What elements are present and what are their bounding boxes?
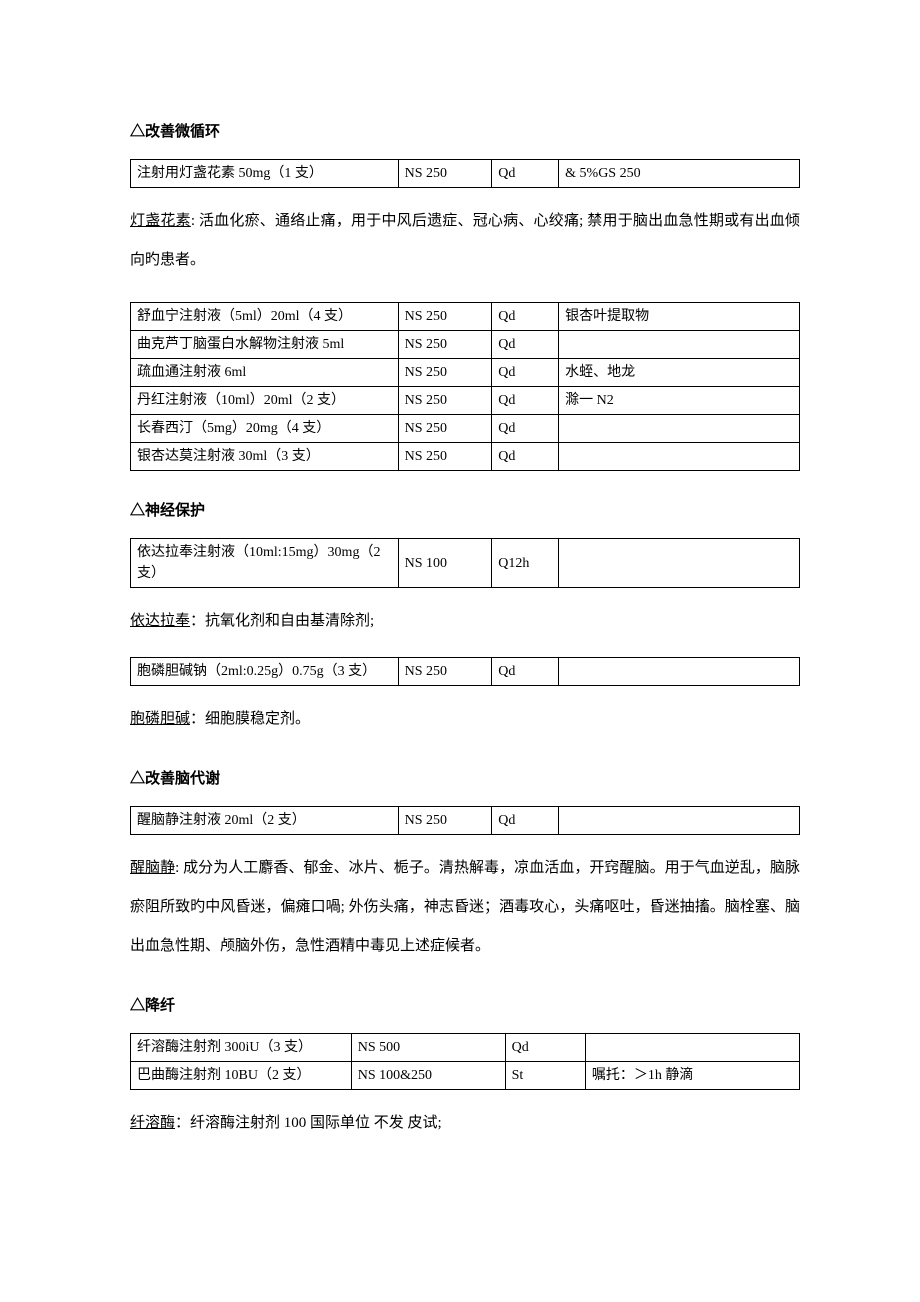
note-lead: 醒脑静 bbox=[130, 860, 175, 876]
table-row: 醒脑静注射液 20ml（2 支） NS 250 Qd bbox=[131, 807, 800, 835]
cell: NS 100&250 bbox=[351, 1062, 505, 1090]
cell: 嘱托：＞1h 静滴 bbox=[585, 1062, 799, 1090]
table-circulation-2: 舒血宁注射液（5ml）20ml（4 支） NS 250 Qd 银杏叶提取物 曲克… bbox=[130, 302, 800, 471]
document-page: △改善微循环 注射用灯盏花素 50mg（1 支） NS 250 Qd & 5%G… bbox=[0, 0, 920, 1219]
cell: Qd bbox=[492, 303, 559, 331]
table-row: 注射用灯盏花素 50mg（1 支） NS 250 Qd & 5%GS 250 bbox=[131, 160, 800, 188]
cell: 纤溶酶注射剂 300iU（3 支） bbox=[131, 1034, 352, 1062]
cell: 注射用灯盏花素 50mg（1 支） bbox=[131, 160, 399, 188]
table-row: 长春西汀（5mg）20mg（4 支） NS 250 Qd bbox=[131, 415, 800, 443]
table-row: 银杏达莫注射液 30ml（3 支） NS 250 Qd bbox=[131, 443, 800, 471]
cell: 舒血宁注射液（5ml）20ml（4 支） bbox=[131, 303, 399, 331]
cell: 银杏达莫注射液 30ml（3 支） bbox=[131, 443, 399, 471]
note-metabolism-1: 醒脑静: 成分为人工麝香、郁金、冰片、栀子。清热解毒，凉血活血，开窍醒脑。用于气… bbox=[130, 849, 800, 966]
cell: 银杏叶提取物 bbox=[559, 303, 800, 331]
note-circulation-1: 灯盏花素: 活血化瘀、通络止痛，用于中风后遗症、冠心病、心绞痛; 禁用于脑出血急… bbox=[130, 202, 800, 280]
cell: 丹红注射液（10ml）20ml（2 支） bbox=[131, 387, 399, 415]
cell: & 5%GS 250 bbox=[559, 160, 800, 188]
table-fibrin-1: 纤溶酶注射剂 300iU（3 支） NS 500 Qd 巴曲酶注射剂 10BU（… bbox=[130, 1033, 800, 1090]
cell: 长春西汀（5mg）20mg（4 支） bbox=[131, 415, 399, 443]
note-fibrin-1: 纤溶酶：纤溶酶注射剂 100 国际单位 不发 皮试; bbox=[130, 1104, 800, 1143]
section-title-neuro: △神经保护 bbox=[130, 499, 800, 520]
cell: NS 250 bbox=[398, 331, 492, 359]
cell: NS 100 bbox=[398, 539, 492, 588]
cell: Qd bbox=[492, 387, 559, 415]
section-title-metabolism: △改善脑代谢 bbox=[130, 767, 800, 788]
cell: 水蛭、地龙 bbox=[559, 359, 800, 387]
cell: 滁一 N2 bbox=[559, 387, 800, 415]
cell bbox=[559, 443, 800, 471]
cell: NS 250 bbox=[398, 443, 492, 471]
cell: Q12h bbox=[492, 539, 559, 588]
table-row: 依达拉奉注射液（10ml:15mg）30mg（2 支） NS 100 Q12h bbox=[131, 539, 800, 588]
note-lead: 胞磷胆碱 bbox=[130, 711, 190, 727]
cell: Qd bbox=[492, 443, 559, 471]
table-neuro-1: 依达拉奉注射液（10ml:15mg）30mg（2 支） NS 100 Q12h bbox=[130, 538, 800, 588]
cell: 巴曲酶注射剂 10BU（2 支） bbox=[131, 1062, 352, 1090]
note-neuro-1: 依达拉奉：抗氧化剂和自由基清除剂; bbox=[130, 602, 800, 641]
cell: 疏血通注射液 6ml bbox=[131, 359, 399, 387]
table-neuro-2: 胞磷胆碱钠（2ml:0.25g）0.75g（3 支） NS 250 Qd bbox=[130, 657, 800, 686]
table-row: 纤溶酶注射剂 300iU（3 支） NS 500 Qd bbox=[131, 1034, 800, 1062]
section-title-circulation: △改善微循环 bbox=[130, 120, 800, 141]
cell: Qd bbox=[492, 160, 559, 188]
cell bbox=[559, 331, 800, 359]
section-title-fibrin: △降纤 bbox=[130, 994, 800, 1015]
cell bbox=[559, 807, 800, 835]
note-rest: ：细胞膜稳定剂。 bbox=[190, 711, 310, 727]
cell: NS 250 bbox=[398, 359, 492, 387]
cell bbox=[559, 539, 800, 588]
table-metabolism-1: 醒脑静注射液 20ml（2 支） NS 250 Qd bbox=[130, 806, 800, 835]
note-lead: 纤溶酶 bbox=[130, 1115, 175, 1131]
cell: NS 250 bbox=[398, 807, 492, 835]
cell: Qd bbox=[492, 331, 559, 359]
cell bbox=[585, 1034, 799, 1062]
cell: Qd bbox=[505, 1034, 585, 1062]
cell: NS 250 bbox=[398, 658, 492, 686]
note-rest: : 成分为人工麝香、郁金、冰片、栀子。清热解毒，凉血活血，开窍醒脑。用于气血逆乱… bbox=[130, 860, 800, 954]
cell: Qd bbox=[492, 415, 559, 443]
cell: NS 250 bbox=[398, 303, 492, 331]
cell: 胞磷胆碱钠（2ml:0.25g）0.75g（3 支） bbox=[131, 658, 399, 686]
cell: NS 250 bbox=[398, 387, 492, 415]
cell: 醒脑静注射液 20ml（2 支） bbox=[131, 807, 399, 835]
cell: NS 500 bbox=[351, 1034, 505, 1062]
table-row: 舒血宁注射液（5ml）20ml（4 支） NS 250 Qd 银杏叶提取物 bbox=[131, 303, 800, 331]
table-row: 巴曲酶注射剂 10BU（2 支） NS 100&250 St 嘱托：＞1h 静滴 bbox=[131, 1062, 800, 1090]
table-row: 丹红注射液（10ml）20ml（2 支） NS 250 Qd 滁一 N2 bbox=[131, 387, 800, 415]
table-row: 胞磷胆碱钠（2ml:0.25g）0.75g（3 支） NS 250 Qd bbox=[131, 658, 800, 686]
cell: 曲克芦丁脑蛋白水解物注射液 5ml bbox=[131, 331, 399, 359]
cell bbox=[559, 415, 800, 443]
table-row: 曲克芦丁脑蛋白水解物注射液 5ml NS 250 Qd bbox=[131, 331, 800, 359]
note-lead: 灯盏花素 bbox=[130, 213, 191, 229]
note-lead: 依达拉奉 bbox=[130, 613, 190, 629]
note-rest: : 活血化瘀、通络止痛，用于中风后遗症、冠心病、心绞痛; 禁用于脑出血急性期或有… bbox=[130, 213, 800, 268]
cell: Qd bbox=[492, 658, 559, 686]
cell: 依达拉奉注射液（10ml:15mg）30mg（2 支） bbox=[131, 539, 399, 588]
table-row: 疏血通注射液 6ml NS 250 Qd 水蛭、地龙 bbox=[131, 359, 800, 387]
cell: St bbox=[505, 1062, 585, 1090]
table-circulation-1: 注射用灯盏花素 50mg（1 支） NS 250 Qd & 5%GS 250 bbox=[130, 159, 800, 188]
note-neuro-2: 胞磷胆碱：细胞膜稳定剂。 bbox=[130, 700, 800, 739]
cell: NS 250 bbox=[398, 160, 492, 188]
note-rest: ：纤溶酶注射剂 100 国际单位 不发 皮试; bbox=[175, 1115, 442, 1131]
cell bbox=[559, 658, 800, 686]
note-rest: ：抗氧化剂和自由基清除剂; bbox=[190, 613, 374, 629]
cell: NS 250 bbox=[398, 415, 492, 443]
cell: Qd bbox=[492, 359, 559, 387]
cell: Qd bbox=[492, 807, 559, 835]
